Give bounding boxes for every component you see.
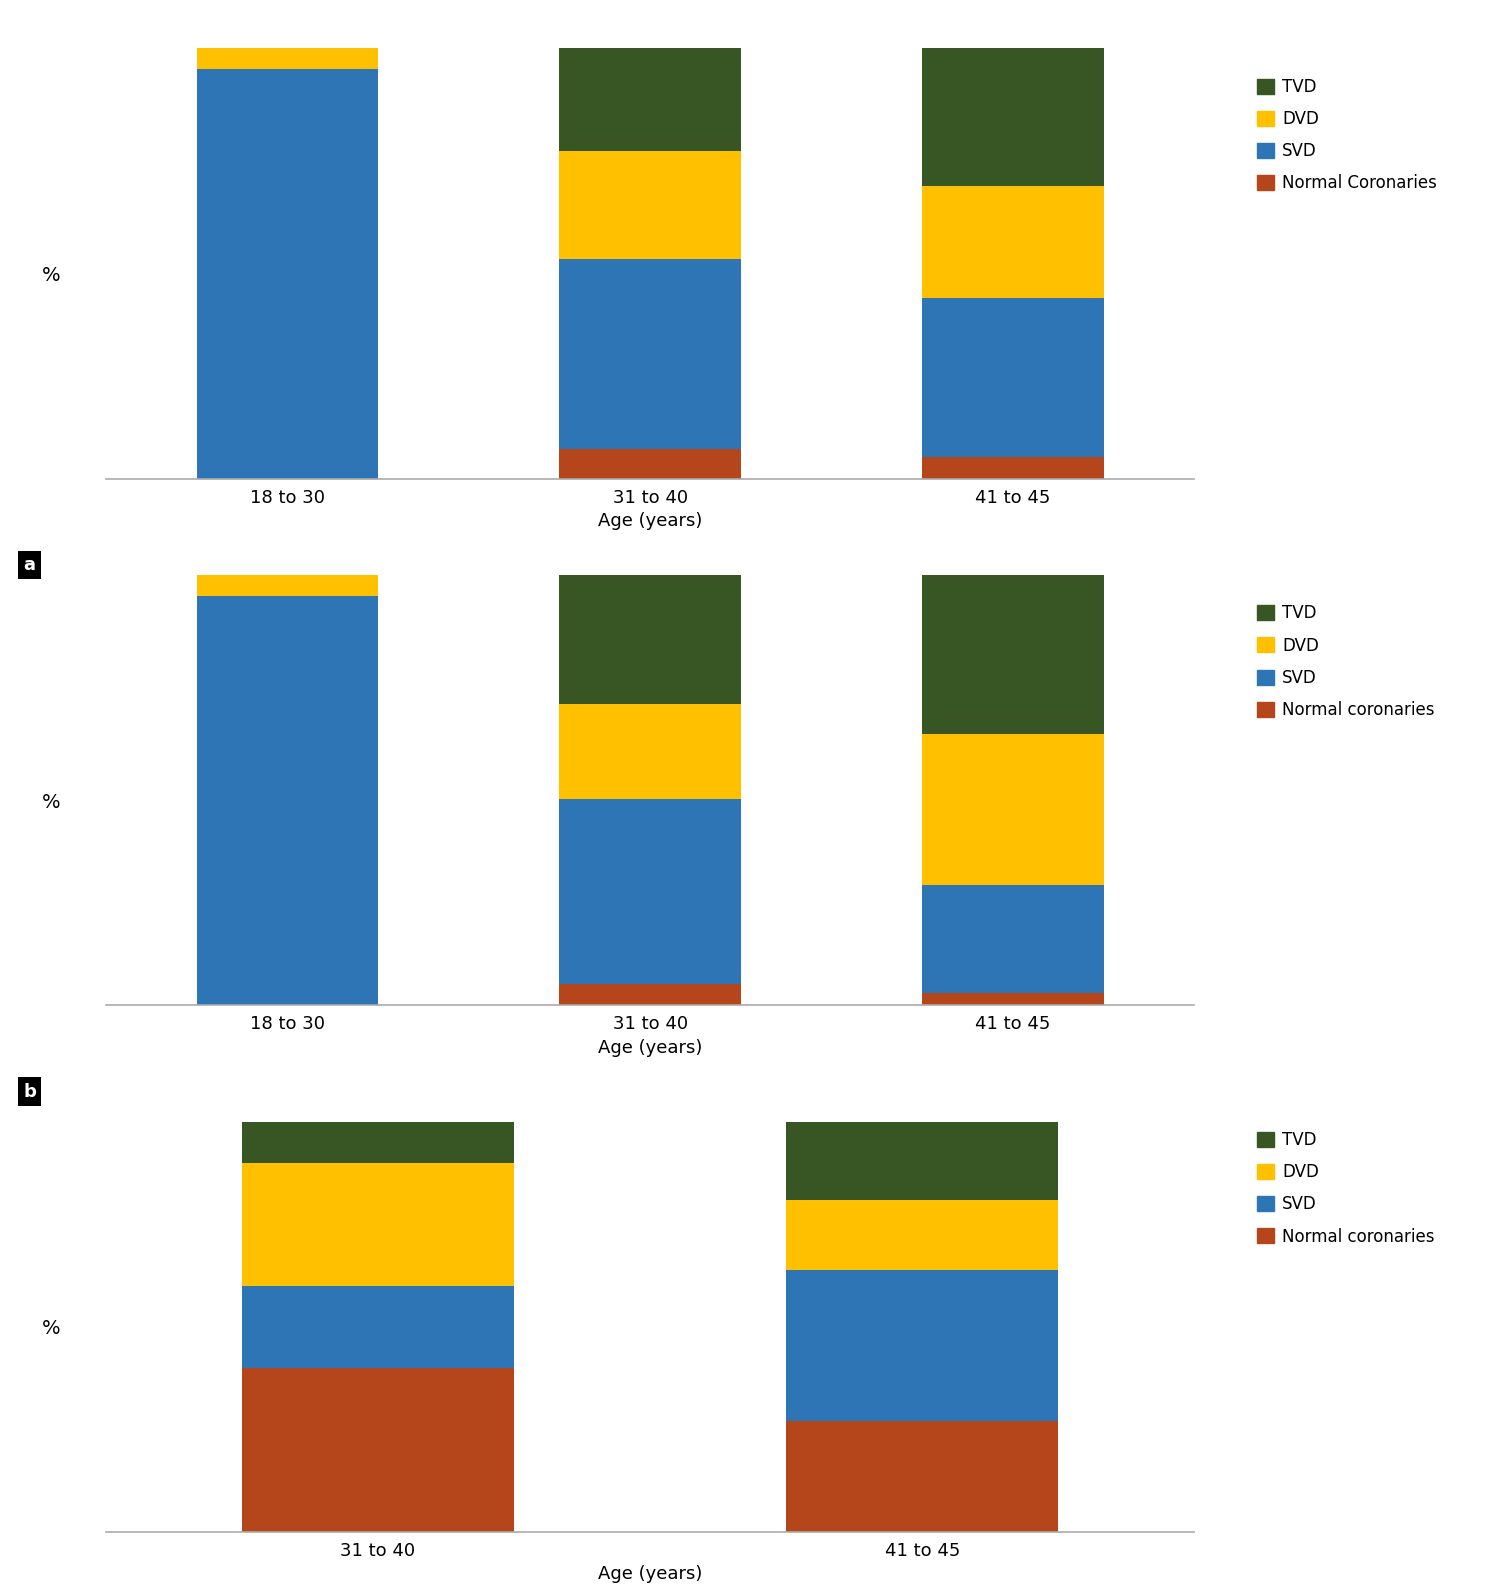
Legend: TVD, DVD, SVD, Normal coronaries: TVD, DVD, SVD, Normal coronaries — [1258, 605, 1435, 718]
Bar — [559, 48, 741, 152]
X-axis label: Age (years): Age (years) — [597, 512, 703, 530]
Bar — [922, 185, 1104, 298]
Bar — [922, 734, 1104, 884]
Bar — [242, 1163, 514, 1286]
Bar — [922, 575, 1104, 734]
Legend: TVD, DVD, SVD, Normal Coronaries: TVD, DVD, SVD, Normal Coronaries — [1258, 78, 1436, 192]
Legend: TVD, DVD, SVD, Normal coronaries: TVD, DVD, SVD, Normal coronaries — [1258, 1132, 1435, 1245]
Bar — [922, 458, 1104, 479]
Bar — [197, 575, 378, 597]
Y-axis label: %: % — [42, 267, 60, 286]
Text: a: a — [24, 555, 36, 575]
Bar — [559, 152, 741, 259]
Bar — [922, 48, 1104, 185]
Bar — [197, 70, 378, 479]
Bar — [922, 993, 1104, 1005]
Bar — [559, 798, 741, 983]
Bar — [559, 704, 741, 798]
Bar — [197, 48, 378, 70]
Bar — [786, 1422, 1058, 1532]
Y-axis label: %: % — [42, 1320, 60, 1337]
X-axis label: Age (years): Age (years) — [597, 1566, 703, 1583]
Bar — [786, 1122, 1058, 1200]
Bar — [559, 575, 741, 704]
Bar — [786, 1269, 1058, 1422]
Bar — [242, 1368, 514, 1532]
Text: b: b — [23, 1082, 36, 1101]
Bar — [242, 1286, 514, 1368]
Y-axis label: %: % — [42, 793, 60, 812]
Bar — [922, 884, 1104, 993]
Bar — [922, 298, 1104, 458]
Bar — [559, 259, 741, 448]
Bar — [197, 597, 378, 1005]
Bar — [242, 1122, 514, 1163]
Bar — [559, 983, 741, 1005]
X-axis label: Age (years): Age (years) — [597, 1039, 703, 1057]
Bar — [786, 1200, 1058, 1269]
Bar — [559, 448, 741, 479]
